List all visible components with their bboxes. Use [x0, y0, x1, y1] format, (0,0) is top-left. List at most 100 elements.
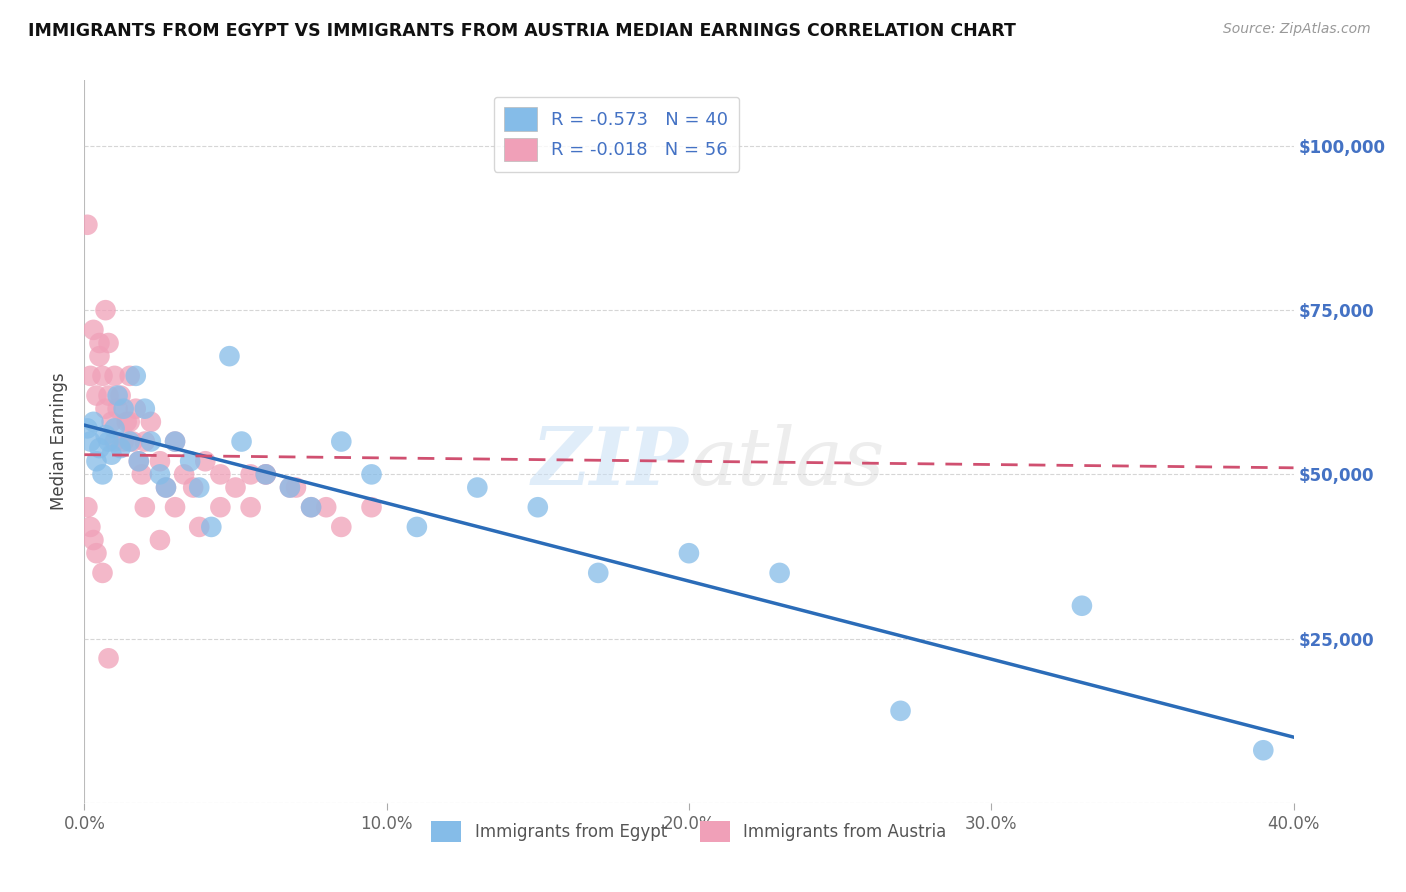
Point	[188, 520, 211, 534]
Point	[131, 467, 153, 482]
Point	[128, 454, 150, 468]
Point	[94, 428, 117, 442]
Point	[118, 415, 141, 429]
Point	[1071, 599, 1094, 613]
Point	[173, 467, 195, 482]
Point	[218, 349, 240, 363]
Point	[134, 434, 156, 449]
Point	[254, 467, 277, 482]
Point	[97, 336, 120, 351]
Point	[89, 441, 111, 455]
Point	[678, 546, 700, 560]
Point	[188, 481, 211, 495]
Point	[128, 454, 150, 468]
Point	[360, 500, 382, 515]
Point	[107, 388, 129, 402]
Point	[112, 401, 135, 416]
Point	[86, 454, 108, 468]
Point	[97, 388, 120, 402]
Point	[299, 500, 322, 515]
Point	[76, 500, 98, 515]
Point	[209, 467, 232, 482]
Point	[76, 421, 98, 435]
Point	[200, 520, 222, 534]
Point	[104, 421, 127, 435]
Point	[86, 388, 108, 402]
Y-axis label: Median Earnings: Median Earnings	[51, 373, 69, 510]
Point	[139, 415, 162, 429]
Point	[82, 323, 104, 337]
Point	[107, 401, 129, 416]
Point	[79, 520, 101, 534]
Point	[118, 368, 141, 383]
Point	[125, 368, 148, 383]
Point	[155, 481, 177, 495]
Point	[149, 533, 172, 547]
Point	[82, 415, 104, 429]
Point	[231, 434, 253, 449]
Text: ZIP: ZIP	[531, 425, 689, 502]
Point	[315, 500, 337, 515]
Point	[360, 467, 382, 482]
Point	[239, 500, 262, 515]
Point	[254, 467, 277, 482]
Point	[278, 481, 301, 495]
Point	[79, 368, 101, 383]
Point	[890, 704, 912, 718]
Point	[769, 566, 792, 580]
Point	[97, 434, 120, 449]
Point	[467, 481, 489, 495]
Point	[110, 441, 132, 455]
Point	[104, 368, 127, 383]
Point	[165, 434, 187, 449]
Point	[149, 454, 172, 468]
Point	[149, 467, 172, 482]
Point	[139, 434, 162, 449]
Point	[97, 651, 120, 665]
Point	[527, 500, 550, 515]
Point	[112, 434, 135, 449]
Point	[100, 448, 122, 462]
Point	[121, 434, 143, 449]
Point	[91, 467, 114, 482]
Point	[79, 434, 101, 449]
Point	[1253, 743, 1275, 757]
Point	[209, 500, 232, 515]
Point	[76, 218, 98, 232]
Point	[330, 520, 353, 534]
Legend: Immigrants from Egypt, Immigrants from Austria: Immigrants from Egypt, Immigrants from A…	[425, 814, 953, 848]
Text: Source: ZipAtlas.com: Source: ZipAtlas.com	[1223, 22, 1371, 37]
Point	[89, 336, 111, 351]
Point	[134, 500, 156, 515]
Point	[110, 388, 132, 402]
Point	[165, 434, 187, 449]
Point	[278, 481, 301, 495]
Point	[82, 533, 104, 547]
Point	[91, 566, 114, 580]
Point	[118, 434, 141, 449]
Point	[285, 481, 308, 495]
Point	[165, 500, 187, 515]
Point	[94, 303, 117, 318]
Point	[94, 401, 117, 416]
Point	[239, 467, 262, 482]
Point	[118, 546, 141, 560]
Point	[299, 500, 322, 515]
Point	[100, 415, 122, 429]
Point	[588, 566, 610, 580]
Point	[86, 546, 108, 560]
Point	[91, 368, 114, 383]
Text: IMMIGRANTS FROM EGYPT VS IMMIGRANTS FROM AUSTRIA MEDIAN EARNINGS CORRELATION CHA: IMMIGRANTS FROM EGYPT VS IMMIGRANTS FROM…	[28, 22, 1017, 40]
Point	[194, 454, 217, 468]
Point	[89, 349, 111, 363]
Point	[134, 401, 156, 416]
Point	[254, 467, 277, 482]
Point	[181, 481, 204, 495]
Point	[330, 434, 353, 449]
Point	[155, 481, 177, 495]
Point	[406, 520, 429, 534]
Point	[225, 481, 247, 495]
Text: atlas: atlas	[689, 425, 884, 502]
Point	[125, 401, 148, 416]
Point	[179, 454, 201, 468]
